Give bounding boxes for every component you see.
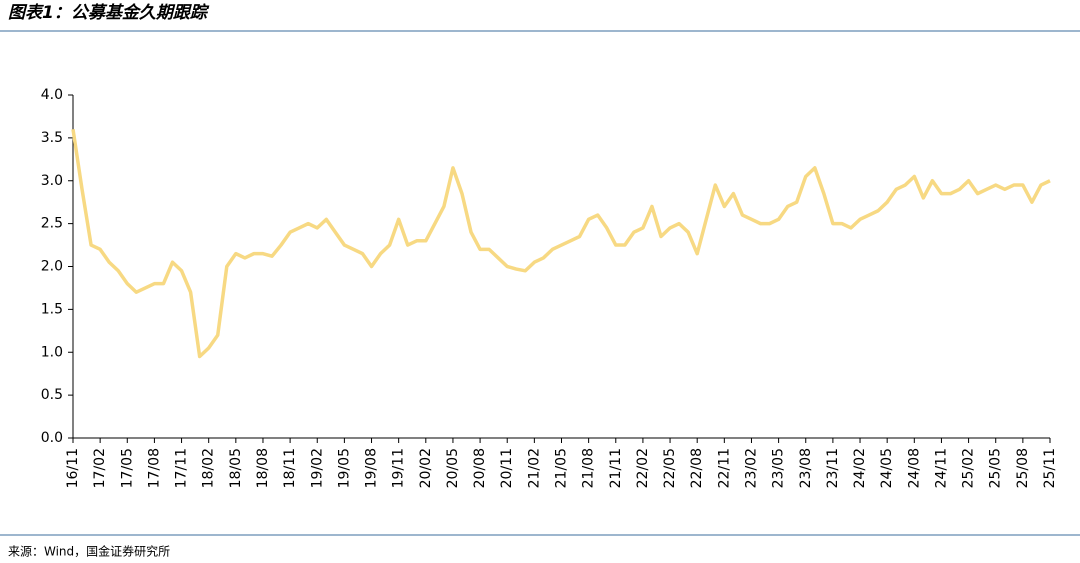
series-line [71, 129, 1051, 359]
x-tick-label: 20/02 [418, 448, 434, 488]
y-tick-label: 3.0 [41, 173, 63, 189]
x-tick-label: 20/05 [445, 448, 461, 488]
x-tick-label: 17/02 [92, 448, 108, 488]
x-tick-label: 19/08 [364, 448, 380, 488]
y-tick-label: 4.0 [41, 87, 63, 103]
x-tick-label: 23/08 [798, 448, 814, 488]
x-tick-label: 25/08 [1015, 448, 1031, 488]
y-tick-label: 2.0 [41, 259, 63, 275]
x-tick-label: 18/02 [201, 448, 217, 488]
y-tick-label: 0.0 [41, 430, 63, 446]
x-tick-label: 20/11 [499, 448, 515, 488]
x-tick-label: 21/02 [526, 448, 542, 488]
x-tick-label: 23/11 [825, 448, 841, 488]
x-tick-label: 25/05 [988, 448, 1004, 488]
x-tick-label: 19/05 [336, 448, 352, 488]
x-tick-label: 23/05 [771, 448, 787, 488]
x-tick-label: 24/11 [933, 448, 949, 488]
x-tick-label: 21/08 [581, 448, 597, 488]
x-tick-label: 22/08 [689, 448, 705, 488]
x-tick-label: 17/05 [119, 448, 135, 488]
x-tick-label: 16/11 [65, 448, 81, 488]
x-tick-label: 25/11 [1042, 448, 1058, 488]
x-tick-label: 18/11 [282, 448, 298, 488]
x-tick-label: 17/08 [146, 448, 162, 488]
y-tick-label: 1.5 [41, 301, 63, 317]
x-tick-label: 22/11 [716, 448, 732, 488]
x-tick-label: 17/11 [174, 448, 190, 488]
x-tick-label: 19/11 [391, 448, 407, 488]
x-tick-label: 18/05 [228, 448, 244, 488]
x-tick-label: 21/11 [608, 448, 624, 488]
x-tick-label: 24/05 [879, 448, 895, 488]
x-tick-label: 24/02 [852, 448, 868, 488]
x-tick-label: 24/08 [906, 448, 922, 488]
x-tick-label: 19/02 [309, 448, 325, 488]
x-tick-label: 22/02 [635, 448, 651, 488]
x-tick-label: 22/05 [662, 448, 678, 488]
x-tick-label: 20/08 [472, 448, 488, 488]
x-tick-label: 23/02 [743, 448, 759, 488]
x-tick-label: 21/05 [554, 448, 570, 488]
x-tick-label: 25/02 [961, 448, 977, 488]
x-tick-label: 18/08 [255, 448, 271, 488]
y-tick-label: 3.5 [41, 130, 63, 146]
source: 来源：Wind，国金证券研究所 [8, 544, 170, 559]
chart-title: 图表1：公募基金久期跟踪 [8, 3, 210, 23]
y-tick-label: 0.5 [41, 387, 63, 403]
y-tick-label: 1.0 [41, 344, 63, 360]
y-tick-label: 2.5 [41, 216, 63, 232]
